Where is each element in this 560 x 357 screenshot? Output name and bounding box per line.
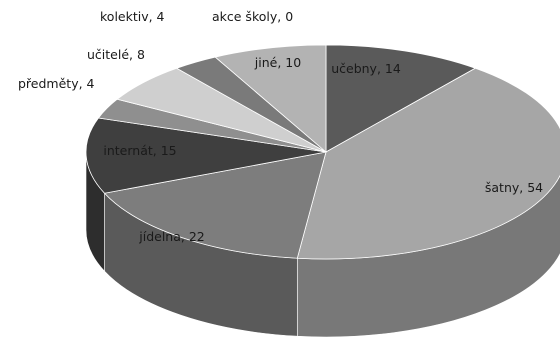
slice-satny (296, 67, 560, 260)
slice-internat (85, 117, 327, 194)
data-label-satny: šatny, 54 (485, 180, 543, 195)
slice-jidelna (103, 151, 327, 259)
pie-labels: učebny, 14 šatny, 54 jídelna, 22 internát, … (18, 9, 543, 244)
data-label-kolektiv: kolektiv, 4 (100, 9, 165, 24)
data-label-predmety: předměty, 4 (18, 76, 95, 91)
pie-sides (85, 151, 560, 338)
data-label-internat: internát, 15 (103, 143, 176, 158)
data-label-jine: jiné, 10 (254, 55, 301, 70)
data-label-jidelna: jídelna, 22 (138, 229, 204, 244)
slice-jine (214, 44, 327, 153)
slice-ucebny (325, 44, 477, 153)
pie-tops (85, 44, 560, 260)
data-label-akce-skoly: akce školy, 0 (212, 9, 293, 24)
data-label-ucitele: učitelé, 8 (87, 47, 145, 62)
data-label-ucebny: učebny, 14 (331, 61, 401, 76)
